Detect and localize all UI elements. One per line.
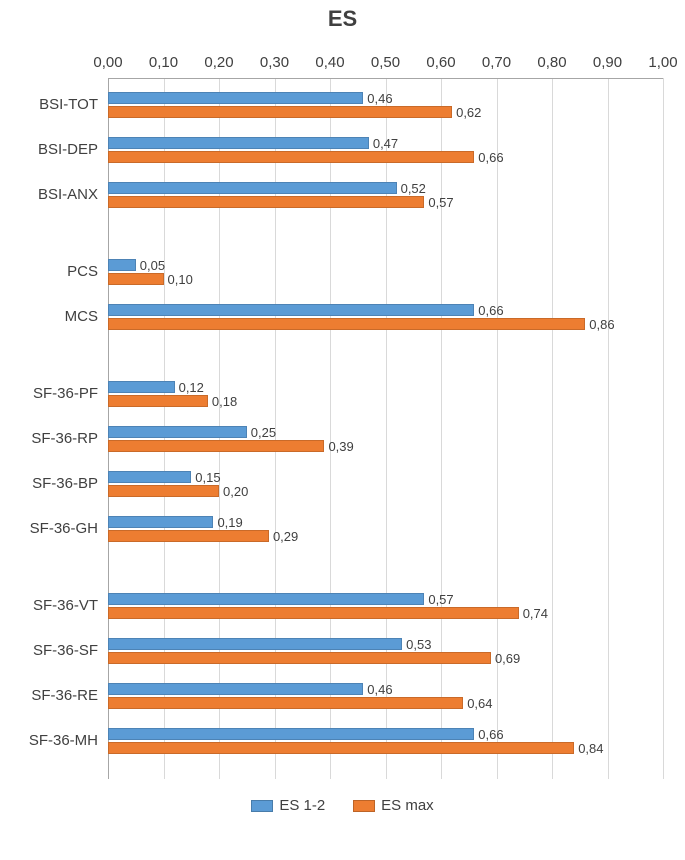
- bar-value-label: 0,66: [478, 150, 503, 165]
- bar-value-label: 0,53: [406, 637, 431, 652]
- bar-value-label: 0,10: [168, 272, 193, 287]
- x-tick-label: 1,00: [648, 54, 677, 71]
- bar-value-label: 0,39: [328, 439, 353, 454]
- bar-es-max: [108, 318, 585, 330]
- bar-es-1-2: [108, 304, 474, 316]
- bar-value-label: 0,19: [217, 515, 242, 530]
- bar-value-label: 0,57: [428, 592, 453, 607]
- bar-es-max: [108, 530, 269, 542]
- gridline: [441, 78, 442, 779]
- bar-es-1-2: [108, 259, 136, 271]
- x-tick-label: 0,00: [93, 54, 122, 71]
- bar-value-label: 0,57: [428, 195, 453, 210]
- gridline: [497, 78, 498, 779]
- bar-es-1-2: [108, 137, 369, 149]
- gridline: [552, 78, 553, 779]
- bar-value-label: 0,74: [523, 606, 548, 621]
- category-label: BSI-DEP: [0, 141, 98, 158]
- x-tick-label: 0,50: [371, 54, 400, 71]
- top-axis: [108, 78, 663, 79]
- bar-es-1-2: [108, 92, 363, 104]
- bar-es-1-2: [108, 381, 175, 393]
- legend-label: ES max: [381, 797, 434, 814]
- bar-value-label: 0,18: [212, 394, 237, 409]
- bar-value-label: 0,29: [273, 529, 298, 544]
- category-label: MCS: [0, 308, 98, 325]
- category-label: SF-36-VT: [0, 597, 98, 614]
- x-tick-label: 0,70: [482, 54, 511, 71]
- x-tick-label: 0,20: [204, 54, 233, 71]
- bar-value-label: 0,15: [195, 470, 220, 485]
- legend-item: ES 1-2: [251, 797, 325, 814]
- bar-value-label: 0,86: [589, 317, 614, 332]
- bar-value-label: 0,84: [578, 741, 603, 756]
- bar-es-max: [108, 273, 164, 285]
- category-label: SF-36-RE: [0, 687, 98, 704]
- bar-value-label: 0,64: [467, 696, 492, 711]
- gridline: [608, 78, 609, 779]
- bar-es-1-2: [108, 426, 247, 438]
- category-label: SF-36-MH: [0, 732, 98, 749]
- bar-es-1-2: [108, 182, 397, 194]
- bar-es-max: [108, 652, 491, 664]
- bar-es-1-2: [108, 728, 474, 740]
- bar-value-label: 0,05: [140, 258, 165, 273]
- category-label: SF-36-GH: [0, 520, 98, 537]
- bar-value-label: 0,46: [367, 682, 392, 697]
- bar-value-label: 0,12: [179, 380, 204, 395]
- legend: ES 1-2 ES max: [0, 797, 685, 814]
- bar-value-label: 0,52: [401, 181, 426, 196]
- x-tick-label: 0,10: [149, 54, 178, 71]
- bar-es-max: [108, 440, 324, 452]
- category-label: PCS: [0, 263, 98, 280]
- bar-es-1-2: [108, 638, 402, 650]
- gridline: [663, 78, 664, 779]
- category-label: SF-36-RP: [0, 430, 98, 447]
- bar-es-max: [108, 607, 519, 619]
- legend-label: ES 1-2: [279, 797, 325, 814]
- bar-es-max: [108, 106, 452, 118]
- bar-es-max: [108, 151, 474, 163]
- legend-swatch: [251, 800, 273, 812]
- bar-es-1-2: [108, 516, 213, 528]
- bar-es-max: [108, 742, 574, 754]
- bar-es-1-2: [108, 471, 191, 483]
- bar-es-1-2: [108, 593, 424, 605]
- legend-swatch: [353, 800, 375, 812]
- legend-item: ES max: [353, 797, 434, 814]
- x-tick-label: 0,90: [593, 54, 622, 71]
- category-label: SF-36-SF: [0, 642, 98, 659]
- bar-value-label: 0,25: [251, 425, 276, 440]
- bar-value-label: 0,66: [478, 727, 503, 742]
- bar-value-label: 0,69: [495, 651, 520, 666]
- bar-value-label: 0,46: [367, 91, 392, 106]
- bar-es-max: [108, 697, 463, 709]
- plot-area: 0,000,100,200,300,400,500,600,700,800,90…: [108, 78, 663, 779]
- bar-value-label: 0,20: [223, 484, 248, 499]
- bar-es-max: [108, 196, 424, 208]
- bar-value-label: 0,47: [373, 136, 398, 151]
- bar-es-1-2: [108, 683, 363, 695]
- bar-es-max: [108, 395, 208, 407]
- category-label: SF-36-BP: [0, 475, 98, 492]
- chart-title: ES: [0, 6, 685, 32]
- x-tick-label: 0,60: [426, 54, 455, 71]
- x-tick-label: 0,80: [537, 54, 566, 71]
- bar-value-label: 0,62: [456, 105, 481, 120]
- category-label: BSI-TOT: [0, 96, 98, 113]
- x-tick-label: 0,30: [260, 54, 289, 71]
- category-label: SF-36-PF: [0, 385, 98, 402]
- category-label: BSI-ANX: [0, 186, 98, 203]
- bar-es-max: [108, 485, 219, 497]
- x-tick-label: 0,40: [315, 54, 344, 71]
- es-chart: ES 0,00 0,10 0,20 0,30 0,40 0,50 0,60 0,70 0,80 0…: [0, 0, 685, 860]
- bar-value-label: 0,66: [478, 303, 503, 318]
